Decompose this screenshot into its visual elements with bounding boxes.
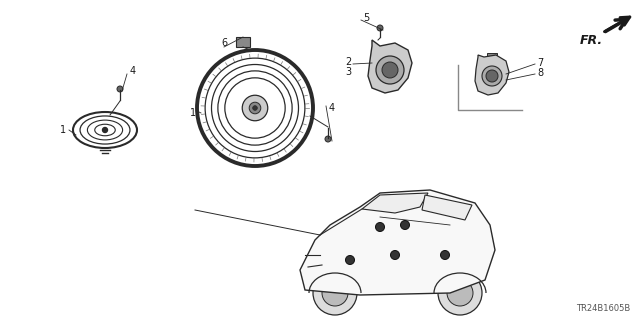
Circle shape	[376, 56, 404, 84]
Text: 7: 7	[537, 58, 543, 68]
Circle shape	[313, 271, 357, 315]
Circle shape	[253, 106, 257, 110]
Circle shape	[390, 251, 399, 260]
Text: 3: 3	[345, 67, 351, 77]
Circle shape	[440, 251, 449, 260]
Text: 4: 4	[329, 103, 335, 113]
Circle shape	[102, 127, 108, 132]
Circle shape	[482, 66, 502, 86]
Text: 2: 2	[345, 57, 351, 67]
FancyArrowPatch shape	[605, 20, 627, 32]
Circle shape	[377, 25, 383, 31]
Polygon shape	[300, 190, 495, 295]
Circle shape	[325, 136, 331, 142]
Polygon shape	[475, 55, 509, 95]
Text: 1: 1	[190, 108, 196, 118]
Circle shape	[243, 95, 268, 121]
Text: 1: 1	[60, 125, 66, 135]
Circle shape	[376, 222, 385, 231]
Text: FR.: FR.	[580, 34, 603, 46]
Circle shape	[447, 280, 473, 306]
Circle shape	[401, 220, 410, 229]
Polygon shape	[422, 195, 472, 220]
Circle shape	[322, 280, 348, 306]
Circle shape	[249, 102, 261, 114]
Text: 4: 4	[130, 66, 136, 76]
Circle shape	[346, 255, 355, 265]
Bar	[236, 37, 250, 47]
Circle shape	[382, 62, 398, 78]
Polygon shape	[368, 40, 412, 93]
Polygon shape	[362, 193, 428, 213]
Text: 8: 8	[537, 68, 543, 78]
Circle shape	[438, 271, 482, 315]
Text: TR24B1605B: TR24B1605B	[576, 304, 630, 313]
Circle shape	[117, 86, 123, 92]
Text: 6: 6	[221, 38, 227, 48]
Circle shape	[486, 70, 498, 82]
Bar	[487, 53, 497, 57]
Text: 5: 5	[363, 13, 369, 23]
